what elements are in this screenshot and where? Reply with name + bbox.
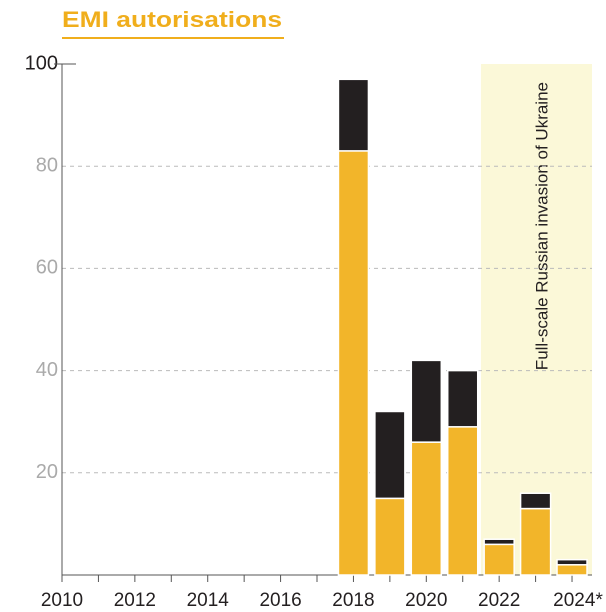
bar-segment [556, 558, 588, 566]
bar-segment [446, 426, 479, 576]
y-tick-label: 100 [25, 52, 58, 74]
x-tick-label: 2024* [553, 590, 603, 611]
x-tick-label: 2020 [405, 590, 447, 611]
bar-segment [519, 507, 552, 576]
x-tick-label: 2012 [114, 590, 156, 611]
bar-segment [446, 369, 479, 428]
x-tick-label: 2018 [332, 590, 374, 611]
bar-segment [519, 492, 552, 510]
x-tick-label: 2016 [259, 590, 301, 611]
bar-segment [374, 497, 406, 576]
x-tick-label: 2014 [187, 590, 230, 611]
bar-segment [374, 410, 406, 500]
y-tick-label: 40 [36, 359, 58, 381]
bar-segment [483, 543, 515, 576]
y-tick-label: 60 [36, 257, 58, 279]
bar-segment [483, 538, 515, 546]
x-tick-label: 2022 [478, 590, 520, 611]
bar-segment [410, 359, 443, 443]
bar-segment [410, 441, 443, 576]
shaded-period [480, 64, 592, 575]
chart-title: EMI autorisations [62, 7, 282, 32]
x-tick-label: 2010 [41, 590, 83, 611]
bar-segment [337, 150, 370, 576]
annotation: Full-scale Russian invasion of Ukraine [532, 82, 551, 370]
y-tick-label: 80 [36, 154, 58, 176]
bar-segment [337, 78, 370, 152]
bar-segment [556, 564, 588, 576]
y-tick-label: 20 [36, 461, 58, 483]
